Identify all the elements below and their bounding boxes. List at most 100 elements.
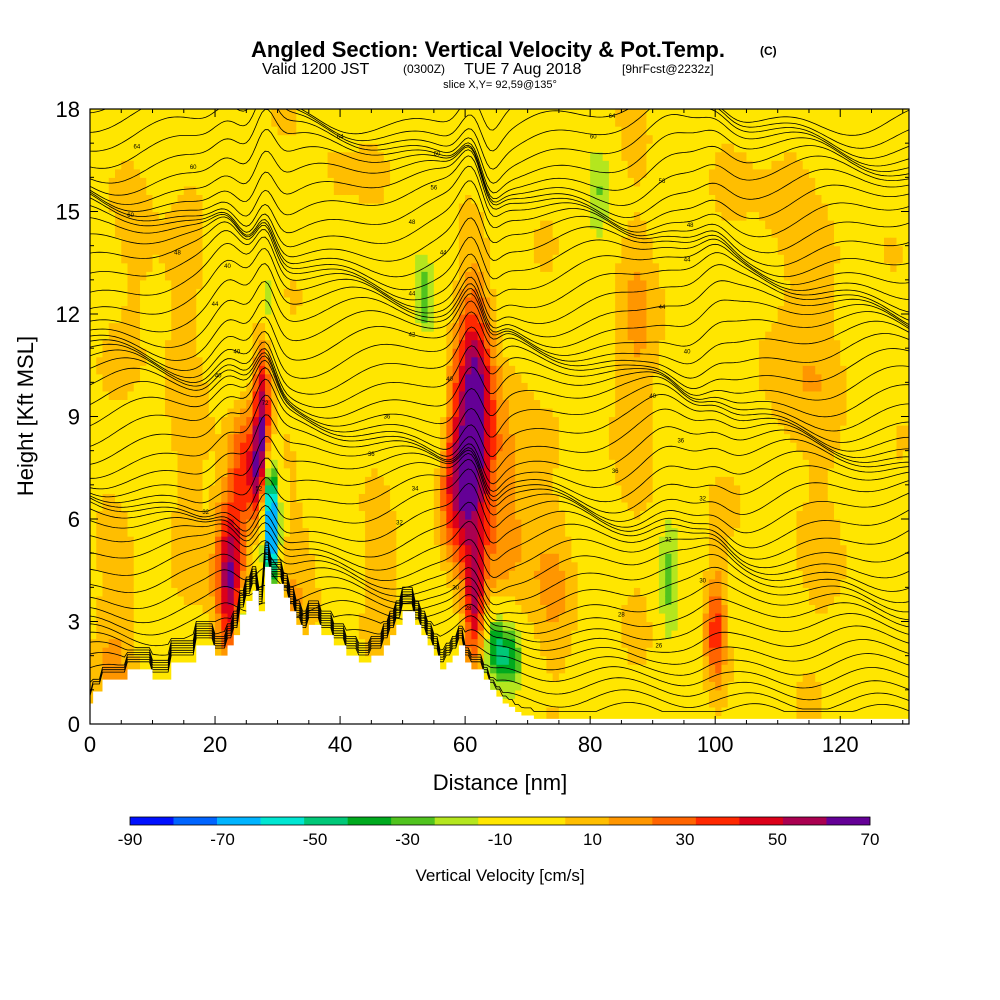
velocity-cell	[452, 296, 460, 307]
velocity-cell	[190, 604, 197, 614]
velocity-cell	[483, 587, 491, 597]
velocity-cell	[215, 561, 222, 571]
velocity-cell	[190, 245, 197, 255]
velocity-cell	[252, 510, 260, 520]
velocity-cell	[483, 348, 491, 358]
velocity-cell	[390, 578, 397, 588]
velocity-cell	[333, 365, 341, 375]
velocity-cell	[502, 271, 510, 281]
velocity-cell	[327, 322, 335, 332]
velocity-cell	[446, 527, 454, 537]
velocity-cell	[508, 220, 516, 230]
velocity-cell	[352, 168, 360, 178]
velocity-cell	[321, 296, 329, 307]
velocity-cell	[408, 202, 416, 213]
velocity-cell	[171, 647, 179, 657]
velocity-cell	[177, 117, 185, 127]
velocity-cell	[215, 356, 222, 366]
velocity-cell	[177, 647, 185, 657]
velocity-cell	[183, 339, 191, 349]
velocity-cell	[146, 390, 154, 401]
velocity-cell	[352, 416, 360, 426]
velocity-cell	[183, 134, 191, 144]
velocity-cell	[208, 604, 216, 614]
velocity-cell	[302, 553, 310, 563]
velocity-cell	[327, 126, 335, 136]
velocity-cell	[252, 288, 260, 298]
velocity-cell	[433, 348, 441, 358]
velocity-cell	[508, 459, 516, 469]
velocity-cell	[252, 194, 260, 204]
velocity-cell	[165, 570, 172, 580]
velocity-cell	[221, 322, 229, 332]
velocity-cell	[490, 143, 497, 153]
velocity-cell	[190, 373, 197, 383]
velocity-cell	[302, 194, 310, 204]
velocity-cell	[183, 126, 191, 136]
velocity-cell	[240, 604, 247, 614]
velocity-cell	[127, 254, 135, 264]
velocity-cell	[490, 288, 497, 298]
velocity-cell	[427, 476, 435, 486]
velocity-cell	[265, 296, 272, 307]
velocity-cell	[102, 143, 110, 153]
velocity-cell	[371, 450, 379, 460]
velocity-cell	[127, 433, 135, 443]
velocity-cell	[521, 621, 529, 631]
velocity-cell	[502, 202, 510, 213]
velocity-cell	[477, 271, 485, 281]
velocity-cell	[408, 143, 416, 153]
velocity-cell	[490, 202, 497, 213]
velocity-cell	[490, 109, 497, 119]
velocity-cell	[446, 399, 454, 409]
velocity-cell	[165, 536, 172, 546]
velocity-cell	[508, 356, 516, 366]
velocity-cell	[433, 305, 441, 315]
velocity-cell	[333, 322, 341, 332]
velocity-cell	[371, 228, 379, 238]
velocity-cell	[108, 194, 116, 204]
velocity-cell	[183, 143, 191, 153]
velocity-cell	[396, 211, 404, 221]
velocity-cell	[415, 109, 422, 119]
velocity-cell	[240, 305, 247, 315]
velocity-cell	[346, 519, 354, 529]
velocity-cell	[171, 390, 179, 401]
velocity-cell	[208, 365, 216, 375]
velocity-cell	[283, 211, 291, 221]
velocity-cell	[177, 587, 185, 597]
velocity-cell	[377, 331, 385, 341]
velocity-cell	[165, 160, 172, 170]
velocity-cell	[415, 185, 422, 196]
velocity-cell	[221, 433, 229, 443]
velocity-cell	[215, 595, 222, 606]
velocity-cell	[258, 348, 266, 358]
velocity-cell	[302, 519, 310, 529]
velocity-cell	[383, 254, 391, 264]
velocity-cell	[340, 604, 347, 614]
velocity-cell	[277, 544, 285, 554]
velocity-cell	[377, 151, 385, 161]
velocity-cell	[515, 305, 522, 315]
velocity-cell	[152, 177, 160, 187]
velocity-cell	[277, 519, 285, 529]
velocity-cell	[308, 407, 316, 418]
velocity-cell	[271, 314, 279, 324]
velocity-cell	[396, 484, 404, 494]
velocity-cell	[158, 254, 166, 264]
velocity-cell	[490, 390, 497, 401]
velocity-cell	[496, 390, 504, 401]
velocity-cell	[252, 143, 260, 153]
velocity-cell	[333, 484, 341, 494]
velocity-cell	[502, 612, 510, 623]
velocity-cell	[365, 570, 372, 580]
velocity-cell	[346, 595, 354, 606]
velocity-cell	[415, 237, 422, 247]
velocity-cell	[396, 339, 404, 349]
velocity-cell	[446, 143, 454, 153]
velocity-cell	[252, 117, 260, 127]
velocity-cell	[446, 595, 454, 606]
velocity-cell	[477, 621, 485, 631]
velocity-cell	[408, 536, 416, 546]
velocity-cell	[433, 331, 441, 341]
